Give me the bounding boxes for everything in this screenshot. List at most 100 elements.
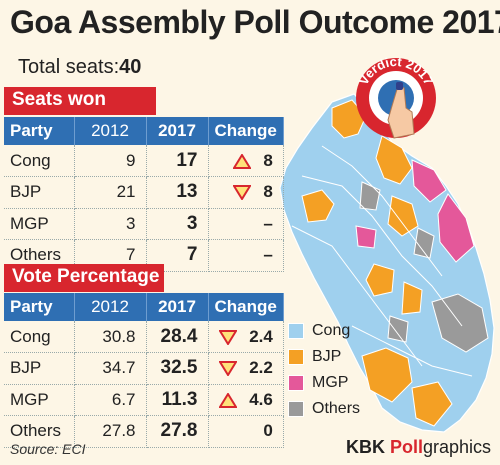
column-header: 2017 (146, 117, 209, 145)
value-2012-cell: 9 (74, 145, 147, 177)
change-value: 4.6 (249, 389, 273, 409)
value-2017-cell: 3 (146, 208, 209, 240)
map-region-others (413, 227, 435, 259)
legend-item: Others (288, 396, 360, 422)
value-2012-cell: 30.8 (74, 321, 147, 353)
change-value: 8 (263, 182, 273, 202)
map-region-bjp (411, 381, 453, 427)
party-cell: BJP (4, 176, 75, 209)
decrease-triangle-icon (219, 361, 238, 377)
value-2017-cell: 27.8 (146, 415, 209, 448)
credit-rest: graphics (423, 437, 492, 457)
party-cell: MGP (4, 384, 75, 416)
value-2017-cell: 32.5 (146, 352, 209, 385)
table-row: Others 27.8 27.8 0 (4, 415, 284, 448)
column-header: Change (208, 117, 284, 145)
map-region-bjp (301, 189, 335, 223)
verdict-badge: Verdict 2017 (356, 56, 436, 139)
total-seats-label: Total seats: (18, 56, 120, 78)
change-value: – (263, 245, 273, 265)
decrease-triangle-icon (233, 185, 252, 201)
source-note: Source: ECI (10, 441, 86, 457)
value-2017-cell: 13 (146, 176, 209, 209)
change-value: 2.2 (249, 358, 273, 378)
map-region-bjp (361, 347, 413, 403)
legend-item: Cong (288, 318, 360, 344)
map-base-region (279, 93, 495, 433)
party-cell: BJP (4, 352, 75, 385)
party-cell: MGP (4, 208, 75, 240)
column-header: 2012 (74, 293, 147, 321)
change-cell: 8 (208, 145, 284, 177)
seats-won-table: Party 2012 2017 Change Cong 9 17 8 BJP 21 13 8 M… (4, 117, 284, 272)
page-title: Goa Assembly Poll Outcome 2017 (10, 4, 500, 40)
legend-swatch (288, 401, 304, 417)
table-row: BJP 34.7 32.5 2.2 (4, 352, 284, 385)
legend-item: MGP (288, 370, 360, 396)
map-region-others (387, 315, 409, 343)
map-region-mgp (355, 225, 377, 249)
column-header: Change (208, 293, 284, 321)
value-2012-cell: 27.8 (74, 415, 147, 448)
value-2012-cell: 34.7 (74, 352, 147, 385)
party-cell: Others (4, 415, 75, 448)
total-seats: Total seats:40 (18, 56, 141, 79)
change-cell: 8 (208, 176, 284, 209)
map-region-bjp (331, 99, 367, 139)
change-value: 0 (263, 421, 273, 441)
vote-percentage-heading: Vote Percentage (4, 264, 164, 292)
legend-label: BJP (312, 348, 342, 365)
increase-triangle-icon (219, 392, 238, 408)
value-2017-cell: 17 (146, 145, 209, 177)
change-cell: 2.2 (208, 352, 284, 385)
column-header: 2012 (74, 117, 147, 145)
change-value: 8 (263, 150, 273, 170)
decrease-triangle-icon (219, 329, 238, 345)
table-row: Cong 9 17 8 (4, 145, 284, 177)
increase-triangle-icon (233, 153, 252, 169)
map-legend: Cong BJP MGP Others (288, 318, 360, 422)
legend-swatch (288, 375, 304, 391)
change-cell: 0 (208, 415, 284, 448)
legend-swatch (288, 349, 304, 365)
column-header: Party (4, 117, 75, 145)
map-region-bjp (401, 281, 423, 315)
column-header: 2017 (146, 293, 209, 321)
change-value: 2.4 (249, 326, 273, 346)
value-2017-cell: 28.4 (146, 321, 209, 353)
table-row: BJP 21 13 8 (4, 176, 284, 209)
seats-won-heading: Seats won (4, 87, 156, 115)
table-header-row: Party 2012 2017 Change (4, 117, 284, 145)
legend-label: Others (312, 400, 361, 417)
value-2012-cell: 6.7 (74, 384, 147, 416)
goa-constituency-map (279, 93, 495, 433)
legend-swatch (288, 323, 304, 339)
table-header-row: Party 2012 2017 Change (4, 293, 284, 321)
change-cell: – (208, 208, 284, 240)
column-header: Party (4, 293, 75, 321)
total-seats-value: 40 (119, 56, 142, 78)
legend-label: Cong (312, 322, 351, 339)
map-region-bjp (387, 195, 419, 237)
vote-percentage-table: Party 2012 2017 Change Cong 30.8 28.4 2.4 BJ… (4, 293, 284, 448)
pointing-hand-icon (387, 85, 415, 139)
table-row: MGP 3 3– (4, 208, 284, 240)
legend-label: MGP (312, 374, 349, 391)
value-2017-cell: 11.3 (146, 384, 209, 416)
map-region-bjp (365, 263, 395, 297)
map-region-mgp (411, 159, 447, 203)
table-row: MGP 6.7 11.3 4.6 (4, 384, 284, 416)
change-cell: 2.4 (208, 321, 284, 353)
graphics-credit: KBK Pollgraphics (346, 437, 491, 458)
change-cell: – (208, 239, 284, 272)
map-region-bjp (375, 135, 413, 185)
legend-item: BJP (288, 344, 360, 370)
party-cell: Cong (4, 145, 75, 177)
map-region-mgp (437, 193, 475, 263)
party-cell: Cong (4, 321, 75, 353)
credit-brand: KBK (346, 437, 390, 457)
change-cell: 4.6 (208, 384, 284, 416)
credit-poll: Poll (390, 437, 424, 457)
value-2012-cell: 21 (74, 176, 147, 209)
